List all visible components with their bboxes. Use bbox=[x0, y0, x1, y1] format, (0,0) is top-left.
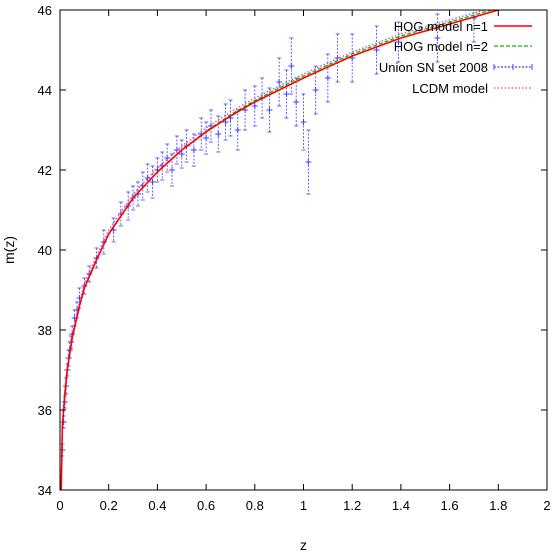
series-line-3 bbox=[60, 10, 487, 487]
series-line-0 bbox=[60, 10, 499, 490]
legend-label: LCDM model bbox=[412, 81, 488, 96]
x-tick-label: 0.6 bbox=[197, 498, 215, 513]
x-tick-label: 1.2 bbox=[343, 498, 361, 513]
legend-label: HOG model n=1 bbox=[394, 19, 488, 34]
x-tick-label: 0.8 bbox=[246, 498, 264, 513]
y-tick-label: 38 bbox=[38, 323, 52, 338]
x-tick-label: 1.6 bbox=[441, 498, 459, 513]
y-tick-label: 40 bbox=[38, 243, 52, 258]
x-axis-label: z bbox=[300, 537, 307, 553]
legend-label: HOG model n=2 bbox=[394, 39, 488, 54]
y-axis-label: m(z) bbox=[1, 236, 17, 264]
x-tick-label: 0.4 bbox=[148, 498, 166, 513]
x-tick-label: 1 bbox=[300, 498, 307, 513]
x-tick-label: 0 bbox=[56, 498, 63, 513]
legend-label: Union SN set 2008 bbox=[379, 60, 488, 75]
y-tick-label: 36 bbox=[38, 403, 52, 418]
legend: HOG model n=1 HOG model n=2 Union SN set 2… bbox=[379, 19, 533, 96]
y-tick-label: 46 bbox=[38, 3, 52, 18]
y-tick-label: 42 bbox=[38, 163, 52, 178]
x-tick-label: 0.2 bbox=[100, 498, 118, 513]
x-tick-label: 2 bbox=[543, 498, 550, 513]
y-tick-label: 34 bbox=[38, 483, 52, 498]
y-tick-label: 44 bbox=[38, 83, 52, 98]
x-tick-label: 1.4 bbox=[392, 498, 410, 513]
x-tick-label: 1.8 bbox=[489, 498, 507, 513]
